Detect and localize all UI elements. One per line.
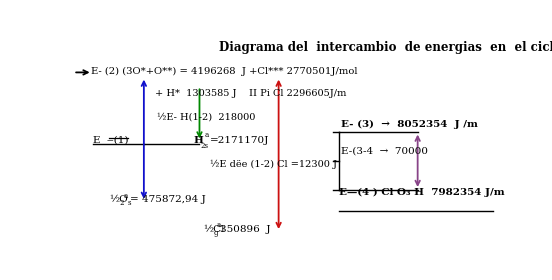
Text: 350896  J: 350896 J xyxy=(220,225,270,234)
Text: E  ‒(1): E ‒(1) xyxy=(93,136,129,145)
Text: s: s xyxy=(127,199,131,207)
Text: E—(4 ) Cl O₃ H  7982354 J/m: E—(4 ) Cl O₃ H 7982354 J/m xyxy=(338,188,504,197)
Text: Diagrama del  intercambio  de energias  en  el ciclo  del Cl O₃ H: Diagrama del intercambio de energias en … xyxy=(219,41,552,54)
Text: = 475872,94 J: = 475872,94 J xyxy=(130,195,206,204)
Text: =2171170J: =2171170J xyxy=(210,136,269,145)
Text: a: a xyxy=(205,131,209,139)
Text: ½Cl: ½Cl xyxy=(203,225,225,234)
Text: E- (2) (3O*+O**) = 4196268  J +Cl*** 2770501J/mol: E- (2) (3O*+O**) = 4196268 J +Cl*** 2770… xyxy=(91,67,358,76)
Text: 2s: 2s xyxy=(200,142,208,150)
Text: g: g xyxy=(214,230,218,237)
Text: ½E dëe (1-2) Cl =12300 J: ½E dëe (1-2) Cl =12300 J xyxy=(210,159,337,169)
Text: H: H xyxy=(193,136,203,145)
Text: 2: 2 xyxy=(119,199,124,207)
Text: E- (3)  →  8052354  J /m: E- (3) → 8052354 J /m xyxy=(341,120,477,129)
Text: + H*  1303585 J    II Pi Cl 2296605J/m: + H* 1303585 J II Pi Cl 2296605J/m xyxy=(155,90,346,99)
Text: a: a xyxy=(217,221,221,230)
Text: ½O: ½O xyxy=(110,195,129,204)
Text: E-(3-4  →  70000: E-(3-4 → 70000 xyxy=(341,147,428,156)
Text: a: a xyxy=(124,192,128,200)
Text: ½E- H(1-2)  218000: ½E- H(1-2) 218000 xyxy=(157,112,255,121)
